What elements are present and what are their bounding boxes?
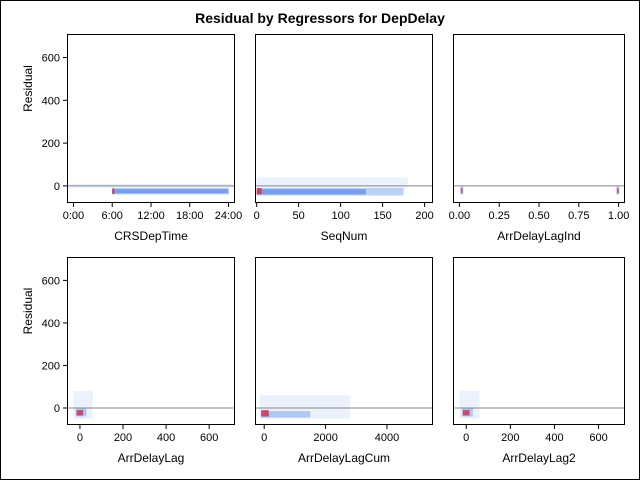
- panel-arrdelaylagcum: 0 2000 4000 ArrDelayLagCum: [255, 257, 433, 465]
- x-axis-label: SeqNum: [321, 229, 368, 243]
- density-patch: [617, 188, 619, 194]
- panel-frame: [255, 257, 433, 425]
- x-tick-label: 600: [589, 432, 607, 444]
- x-tick-label: 400: [157, 432, 175, 444]
- density-patch: [112, 188, 115, 195]
- density-layer: [459, 390, 480, 419]
- panel-arrdelaylag2: 0 200 400 600 ArrDelayLag2: [453, 257, 625, 465]
- x-tick-label: 400: [545, 432, 563, 444]
- density-patch: [76, 410, 84, 416]
- panel-crsdeptime: 0:00 6:00 12:00 18:00 24:00 CRSDepTime 0 200 400…: [21, 34, 243, 243]
- x-axis-label: CRSDepTime: [114, 229, 188, 243]
- y-tick-label: 200: [42, 360, 60, 372]
- x-tick-label: 0.75: [568, 210, 589, 222]
- x-tick-label: 200: [114, 432, 132, 444]
- density-patch: [256, 189, 366, 195]
- panel-seqnum: 0 50 100 150 200 SeqNum: [254, 34, 434, 243]
- density-patch: [261, 410, 269, 417]
- density-layer: [259, 395, 351, 419]
- x-tick-label: 0: [463, 432, 469, 444]
- density-layer: [69, 183, 233, 195]
- y-axis-label: Residual: [21, 288, 35, 335]
- density-layer: [460, 185, 620, 195]
- x-tick-label: 200: [415, 210, 433, 222]
- x-tick-label: 12:00: [137, 210, 165, 222]
- x-tick-label: 0.00: [449, 210, 470, 222]
- x-axis-label: ArrDelayLag2: [502, 451, 576, 465]
- x-tick-label: 0:00: [63, 210, 84, 222]
- panel-frame: [453, 34, 625, 203]
- panel-frame: [67, 34, 235, 203]
- x-tick-label: 2000: [313, 432, 337, 444]
- density-patch: [256, 177, 408, 189]
- density-layer: [256, 177, 408, 196]
- y-tick-label: 0: [54, 403, 60, 415]
- x-tick-label: 50: [293, 210, 305, 222]
- x-tick-label: 150: [373, 210, 391, 222]
- y-axis-label: Residual: [21, 65, 35, 112]
- y-tick-label: 400: [42, 95, 60, 107]
- x-tick-label: 0: [77, 432, 83, 444]
- chart-title: Residual by Regressors for DepDelay: [195, 10, 445, 26]
- x-tick-label: 0.50: [528, 210, 549, 222]
- panel-frame: [453, 257, 625, 425]
- y-tick-label: 0: [54, 181, 60, 193]
- density-patch: [259, 395, 351, 419]
- panel-frame: [67, 257, 235, 425]
- x-tick-label: 0: [254, 210, 260, 222]
- density-patch: [261, 411, 311, 418]
- x-tick-label: 0: [261, 432, 267, 444]
- y-tick-label: 200: [42, 138, 60, 150]
- y-tick-label: 600: [42, 53, 60, 65]
- x-tick-label: 24:00: [215, 210, 243, 222]
- y-tick-label: 400: [42, 318, 60, 330]
- panel-arrdelaylagind: 0.00 0.25 0.50 0.75 1.00 ArrDelayLagInd: [449, 34, 629, 243]
- density-patch: [256, 188, 262, 195]
- density-patch: [112, 189, 229, 194]
- density-patch: [460, 188, 463, 194]
- x-axis-label: ArrDelayLag: [118, 451, 185, 465]
- x-tick-label: 600: [200, 432, 218, 444]
- x-tick-label: 4000: [375, 432, 399, 444]
- x-tick-label: 0.25: [488, 210, 509, 222]
- x-axis-label: ArrDelayLagCum: [298, 451, 390, 465]
- y-tick-label: 600: [42, 275, 60, 287]
- density-layer: [73, 390, 93, 419]
- density-patch: [462, 410, 470, 416]
- x-tick-label: 200: [501, 432, 519, 444]
- x-tick-label: 18:00: [176, 210, 204, 222]
- x-tick-label: 6:00: [102, 210, 123, 222]
- x-tick-label: 1.00: [608, 210, 629, 222]
- panel-arrdelaylag: 0 200 400 600 ArrDelayLag 0 200 400 600 Residual: [21, 257, 235, 465]
- x-axis-label: ArrDelayLagInd: [497, 229, 580, 243]
- panel-frame: [255, 34, 433, 203]
- x-tick-label: 100: [331, 210, 349, 222]
